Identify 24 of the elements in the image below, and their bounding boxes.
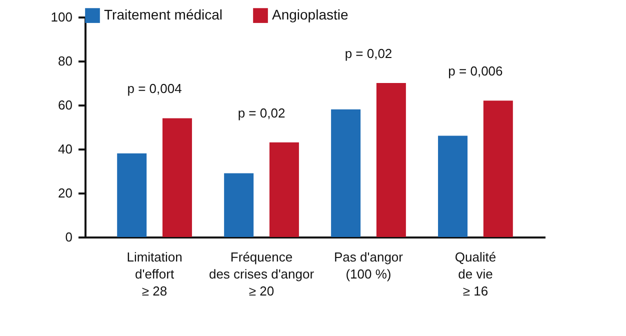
y-tick-label: 100 (50, 10, 72, 24)
y-tick-label: 20 (58, 186, 72, 200)
annotation: p = 0,004 (127, 81, 182, 96)
x-tick-label: Limitation d'effort ≥ 28 (126, 250, 182, 298)
bar (117, 153, 147, 237)
x-tick-label: Qualité de vie ≥ 16 (454, 250, 496, 298)
bar (438, 136, 468, 237)
annotation: p = 0,006 (448, 64, 503, 79)
bar (483, 100, 513, 237)
bar (269, 142, 299, 237)
bar (162, 118, 192, 237)
legend-label: Traitement médical (104, 6, 223, 23)
legend-label: Angioplastie (272, 6, 348, 23)
y-tick-label: 60 (58, 98, 72, 112)
y-tick-label: 0 (65, 230, 72, 244)
x-tick-label: Fréquence des crises d'angor ≥ 20 (208, 250, 315, 298)
y-tick-label: 80 (58, 54, 72, 68)
bar (376, 83, 406, 237)
y-tick-label: 40 (58, 142, 72, 156)
x-tick-label: Pas d'angor (100 %) (334, 250, 404, 282)
bar (224, 173, 254, 237)
annotation: p = 0,02 (238, 105, 286, 120)
annotation: p = 0,02 (344, 46, 392, 61)
bar (331, 109, 361, 237)
